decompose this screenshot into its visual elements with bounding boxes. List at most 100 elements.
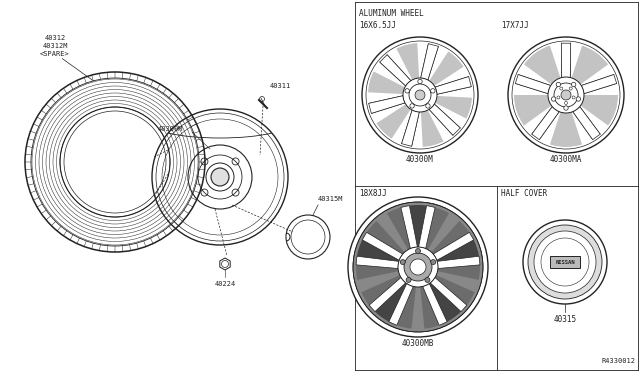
Text: 40315M: 40315M — [318, 196, 344, 202]
Wedge shape — [514, 95, 566, 126]
Polygon shape — [532, 107, 559, 140]
Polygon shape — [429, 104, 460, 135]
Circle shape — [415, 248, 420, 253]
Polygon shape — [573, 107, 600, 140]
Wedge shape — [566, 45, 608, 95]
Circle shape — [431, 89, 435, 93]
Polygon shape — [419, 206, 435, 248]
Polygon shape — [369, 96, 405, 113]
Circle shape — [528, 225, 602, 299]
Circle shape — [425, 278, 430, 282]
Circle shape — [569, 87, 572, 90]
Circle shape — [541, 238, 589, 286]
FancyBboxPatch shape — [550, 256, 580, 268]
Polygon shape — [423, 283, 447, 325]
Wedge shape — [418, 263, 480, 280]
Circle shape — [557, 96, 560, 99]
Circle shape — [564, 102, 568, 105]
Polygon shape — [401, 206, 417, 248]
Circle shape — [348, 197, 488, 337]
Circle shape — [353, 202, 483, 332]
Circle shape — [410, 259, 426, 275]
Wedge shape — [357, 240, 418, 267]
Wedge shape — [418, 240, 479, 267]
Wedge shape — [550, 95, 582, 147]
Text: R4330012: R4330012 — [601, 358, 635, 364]
Text: ALUMINUM WHEEL: ALUMINUM WHEEL — [359, 10, 424, 19]
Polygon shape — [389, 283, 413, 325]
Polygon shape — [437, 256, 480, 269]
Text: HALF COVER: HALF COVER — [501, 189, 547, 199]
Circle shape — [564, 106, 568, 110]
Circle shape — [426, 104, 430, 108]
Circle shape — [410, 104, 414, 108]
Circle shape — [418, 79, 422, 84]
Text: 40300M: 40300M — [406, 154, 434, 164]
Circle shape — [554, 83, 578, 107]
Wedge shape — [410, 205, 427, 267]
Circle shape — [561, 90, 571, 100]
Text: 40300M: 40300M — [157, 126, 183, 132]
Wedge shape — [418, 267, 461, 322]
Circle shape — [576, 97, 580, 101]
Wedge shape — [376, 95, 420, 139]
Circle shape — [398, 247, 438, 287]
Circle shape — [556, 82, 561, 87]
Wedge shape — [362, 267, 418, 307]
Text: 40315: 40315 — [554, 315, 577, 324]
Text: 40300MB: 40300MB — [402, 340, 434, 349]
Circle shape — [508, 37, 624, 153]
Polygon shape — [433, 232, 474, 260]
Circle shape — [405, 89, 410, 93]
Wedge shape — [395, 267, 418, 328]
Circle shape — [211, 168, 229, 186]
Circle shape — [409, 84, 431, 106]
Polygon shape — [435, 77, 471, 94]
Wedge shape — [566, 95, 618, 126]
Wedge shape — [524, 45, 566, 95]
Circle shape — [415, 90, 425, 100]
Polygon shape — [362, 232, 403, 260]
Polygon shape — [401, 110, 419, 146]
Wedge shape — [420, 95, 472, 119]
Text: 40311: 40311 — [270, 83, 291, 89]
Circle shape — [552, 97, 556, 101]
Polygon shape — [561, 43, 571, 77]
Wedge shape — [418, 267, 475, 307]
Polygon shape — [369, 278, 406, 312]
Polygon shape — [356, 256, 399, 269]
Circle shape — [560, 87, 563, 90]
Wedge shape — [420, 51, 463, 95]
Wedge shape — [387, 207, 418, 267]
Text: 40312
40312M
<SPARE>: 40312 40312M <SPARE> — [40, 35, 70, 57]
Wedge shape — [396, 43, 420, 95]
Circle shape — [406, 278, 411, 282]
Text: NISSAN: NISSAN — [556, 260, 575, 264]
Circle shape — [404, 253, 432, 281]
Wedge shape — [375, 267, 418, 322]
Wedge shape — [365, 221, 418, 267]
Text: 17X7JJ: 17X7JJ — [501, 22, 529, 31]
Wedge shape — [368, 71, 420, 95]
Circle shape — [403, 78, 437, 112]
Polygon shape — [515, 74, 550, 94]
Text: 16X6.5JJ: 16X6.5JJ — [359, 22, 396, 31]
Circle shape — [431, 260, 436, 264]
Circle shape — [572, 96, 575, 99]
Circle shape — [400, 260, 405, 264]
Text: 40300MA: 40300MA — [550, 154, 582, 164]
Text: 40224: 40224 — [214, 281, 236, 287]
Wedge shape — [418, 221, 470, 267]
Polygon shape — [581, 74, 617, 94]
Polygon shape — [430, 278, 467, 312]
Circle shape — [523, 220, 607, 304]
Polygon shape — [420, 44, 438, 80]
Circle shape — [362, 37, 478, 153]
Wedge shape — [418, 267, 441, 328]
Wedge shape — [356, 263, 418, 280]
Wedge shape — [420, 95, 444, 147]
Wedge shape — [418, 207, 449, 267]
Text: 18X8JJ: 18X8JJ — [359, 189, 387, 199]
Circle shape — [572, 82, 576, 87]
Circle shape — [548, 77, 584, 113]
